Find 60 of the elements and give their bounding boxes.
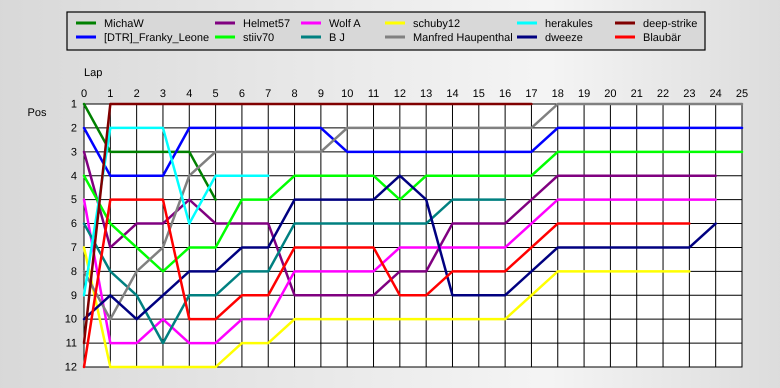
legend-label: Wolf A	[329, 18, 362, 30]
x-tick-label: 8	[291, 88, 298, 100]
x-tick-label: 20	[604, 88, 617, 100]
x-tick-label: 1	[107, 88, 114, 100]
y-axis-title: Pos	[28, 107, 47, 119]
legend-label: MichaW	[104, 18, 144, 30]
line-series	[82, 150, 717, 297]
x-tick-label: 25	[736, 88, 748, 100]
y-tick-label: 8	[70, 266, 77, 278]
x-tick-label: 16	[498, 88, 512, 100]
x-tick-label: 4	[186, 88, 192, 100]
legend-label: herakules	[545, 18, 594, 30]
line-series	[82, 150, 744, 273]
line-series	[82, 198, 506, 344]
line-series	[82, 198, 691, 368]
line-series	[82, 174, 717, 320]
x-tick-label: 10	[341, 88, 354, 100]
legend-label: B J	[329, 32, 345, 44]
x-tick-label: 11	[368, 88, 380, 100]
x-tick-label: 7	[265, 88, 272, 100]
y-tick-label: 7	[70, 242, 77, 254]
x-tick-label: 17	[525, 88, 538, 100]
x-tick-label: 24	[710, 88, 722, 100]
x-tick-label: 0	[80, 88, 88, 100]
legend-label: Manfred Haupenthal	[413, 32, 513, 44]
x-tick-label: 14	[446, 88, 459, 100]
y-tick-label: 4	[70, 170, 77, 182]
x-tick-label: 2	[134, 88, 140, 100]
x-tick-label: 15	[472, 88, 485, 100]
legend-label: [DTR]_Franky_Leone	[104, 32, 210, 44]
line-series	[82, 198, 717, 344]
x-tick-label: 13	[420, 88, 432, 100]
x-tick-label: 23	[683, 88, 696, 100]
legend-label: Helmet57	[243, 18, 290, 30]
y-tick-label: 5	[70, 194, 77, 206]
y-tick-label: 10	[64, 314, 77, 326]
y-tick-label: 2	[70, 122, 77, 134]
line-series	[82, 102, 744, 320]
x-tick-label: 9	[318, 88, 324, 100]
legend-label: schuby12	[413, 18, 460, 30]
x-tick-label: 6	[238, 88, 245, 100]
y-tick-label: 12	[64, 362, 77, 374]
x-tick-label: 12	[394, 88, 406, 100]
x-tick-label: 19	[578, 88, 590, 100]
legend-label: stiiv70	[243, 32, 274, 44]
y-tick-label: 3	[70, 146, 77, 158]
legend-label: deep-strike	[643, 18, 698, 30]
x-tick-label: 18	[552, 88, 564, 100]
legend-label: dweeze	[545, 32, 583, 44]
x-axis-title: Lap	[84, 67, 102, 79]
y-tick-label: 11	[66, 338, 77, 350]
y-tick-label: 6	[70, 218, 77, 230]
line-series	[82, 246, 691, 368]
y-tick-label: 1	[70, 98, 77, 111]
x-tick-label: 5	[212, 88, 219, 100]
y-tick-label: 9	[70, 290, 77, 302]
x-tick-label: 21	[630, 88, 643, 100]
x-tick-label: 3	[160, 88, 166, 100]
x-tick-label: 22	[656, 88, 670, 100]
legend-label: Blaubär	[643, 32, 682, 44]
